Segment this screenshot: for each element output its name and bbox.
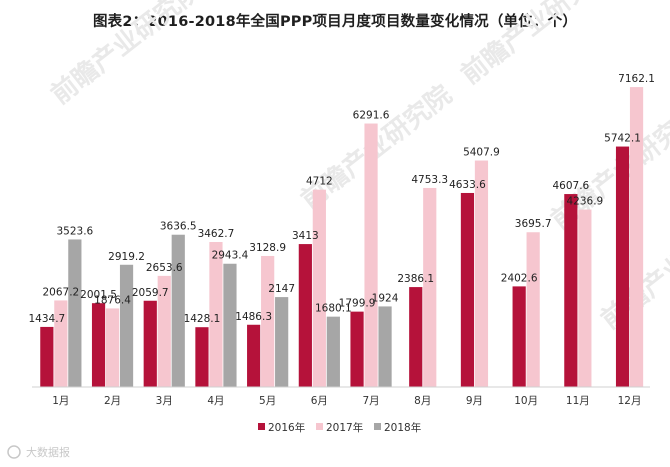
bar-2016年-4月	[195, 327, 209, 387]
value-label: 5742.1	[604, 133, 641, 145]
bar-2016年-11月	[564, 194, 578, 387]
bar-2017年-2月	[105, 308, 120, 387]
value-label: 3128.9	[249, 242, 286, 254]
watermark-text: 前瞻产业研究院	[545, 99, 670, 235]
x-tick-label: 4月	[207, 395, 224, 407]
bar-2016年-12月	[615, 146, 630, 387]
bar-2017年-9月	[474, 160, 489, 387]
legend-swatch	[374, 423, 381, 430]
bar-2016年-3月	[143, 300, 157, 387]
legend: 2016年 2017年 2018年	[258, 421, 421, 434]
x-tick-label: 5月	[259, 395, 276, 407]
value-label: 1486.3	[235, 311, 272, 323]
legend-swatch	[258, 423, 265, 430]
value-label: 2059.7	[132, 287, 169, 299]
value-label: 2402.6	[501, 272, 538, 284]
credit-text: 大数据报	[26, 445, 70, 459]
bar-2018年-6月	[326, 316, 340, 387]
bar-2018年-4月	[223, 263, 237, 387]
bar-2018年-2月	[119, 264, 134, 387]
bar-2016年-6月	[298, 244, 312, 387]
credit-mark: 大数据报	[7, 445, 70, 459]
value-label: 1428.1	[184, 313, 221, 325]
chart-title: 图表2：2016-2018年全国PPP项目月度项目数量变化情况（单位：个）	[92, 14, 578, 30]
bar-2016年-9月	[460, 192, 475, 387]
bars-layer	[40, 87, 644, 388]
value-label: 2001.5	[80, 289, 117, 301]
bar-2017年-6月	[312, 189, 326, 387]
bar-2016年-2月	[91, 303, 106, 387]
value-label: 1680.1	[315, 303, 352, 315]
value-label: 2386.1	[397, 273, 434, 285]
bar-2017年-1月	[54, 300, 68, 387]
value-label: 1876.4	[94, 294, 131, 306]
value-label: 1799.9	[339, 298, 376, 310]
credit-logo-icon	[7, 445, 21, 459]
value-label: 7162.1	[618, 73, 655, 85]
value-label: 3695.7	[515, 218, 552, 230]
value-label: 2147	[268, 283, 295, 295]
value-label: 3523.6	[56, 225, 93, 237]
bar-2018年-3月	[171, 234, 185, 387]
bar-2018年-1月	[68, 239, 82, 387]
bar-2016年-7月	[350, 311, 364, 387]
value-label: 2919.2	[108, 251, 145, 263]
x-tick-label: 8月	[414, 395, 431, 407]
bar-2016年-10月	[512, 286, 526, 387]
bar-2018年-5月	[275, 297, 289, 387]
watermark-text: 前瞻产业研究院	[455, 0, 618, 91]
legend-label: 2018年	[384, 421, 421, 434]
x-tick-label: 7月	[362, 395, 379, 407]
value-label: 4712	[306, 176, 333, 188]
legend-label: 2017年	[326, 421, 363, 434]
value-label: 2943.4	[212, 250, 249, 262]
value-label: 3462.7	[198, 228, 235, 240]
bar-2017年-7月	[364, 123, 378, 388]
value-label: 5407.9	[463, 147, 500, 159]
x-tick-label: 12月	[618, 395, 642, 407]
bar-2017年-5月	[261, 255, 275, 387]
x-tick-label: 11月	[566, 395, 590, 407]
bar-2018年-7月	[378, 306, 392, 387]
value-label: 2653.6	[146, 262, 183, 274]
bar-2017年-4月	[209, 241, 223, 387]
x-tick-label: 2月	[104, 395, 121, 407]
value-label: 4753.3	[411, 174, 448, 186]
x-tick-label: 9月	[466, 395, 483, 407]
bar-2017年-10月	[526, 232, 540, 387]
bar-2017年-3月	[157, 275, 171, 387]
bar-2017年-12月	[629, 87, 644, 387]
value-label: 4236.9	[566, 196, 603, 208]
value-label: 2067.2	[42, 286, 79, 298]
x-tick-label: 10月	[514, 395, 538, 407]
value-label: 4633.6	[449, 179, 486, 191]
legend-swatch	[316, 423, 323, 430]
value-label: 4607.6	[552, 180, 589, 192]
bar-2016年-8月	[409, 287, 423, 387]
value-label: 3413	[292, 230, 319, 242]
value-label: 6291.6	[353, 110, 390, 122]
x-tick-label: 1月	[52, 395, 69, 407]
bar-2016年-1月	[40, 326, 54, 387]
legend-label: 2016年	[268, 421, 305, 434]
x-tick-label: 3月	[156, 395, 173, 407]
watermark-text: 前瞻产业研究院	[45, 0, 208, 111]
bar-2017年-8月	[423, 187, 437, 387]
value-label: 1924	[372, 292, 399, 304]
x-tick-label: 6月	[311, 395, 328, 407]
value-label: 1434.7	[28, 313, 65, 325]
bar-2016年-5月	[247, 324, 261, 387]
bar-2017年-11月	[578, 209, 592, 387]
value-label: 3636.5	[160, 221, 197, 233]
x-tick-labels: 1月 2月 3月 4月 5月 6月 7月 8月 9月 10月 11月 12月	[52, 395, 641, 407]
